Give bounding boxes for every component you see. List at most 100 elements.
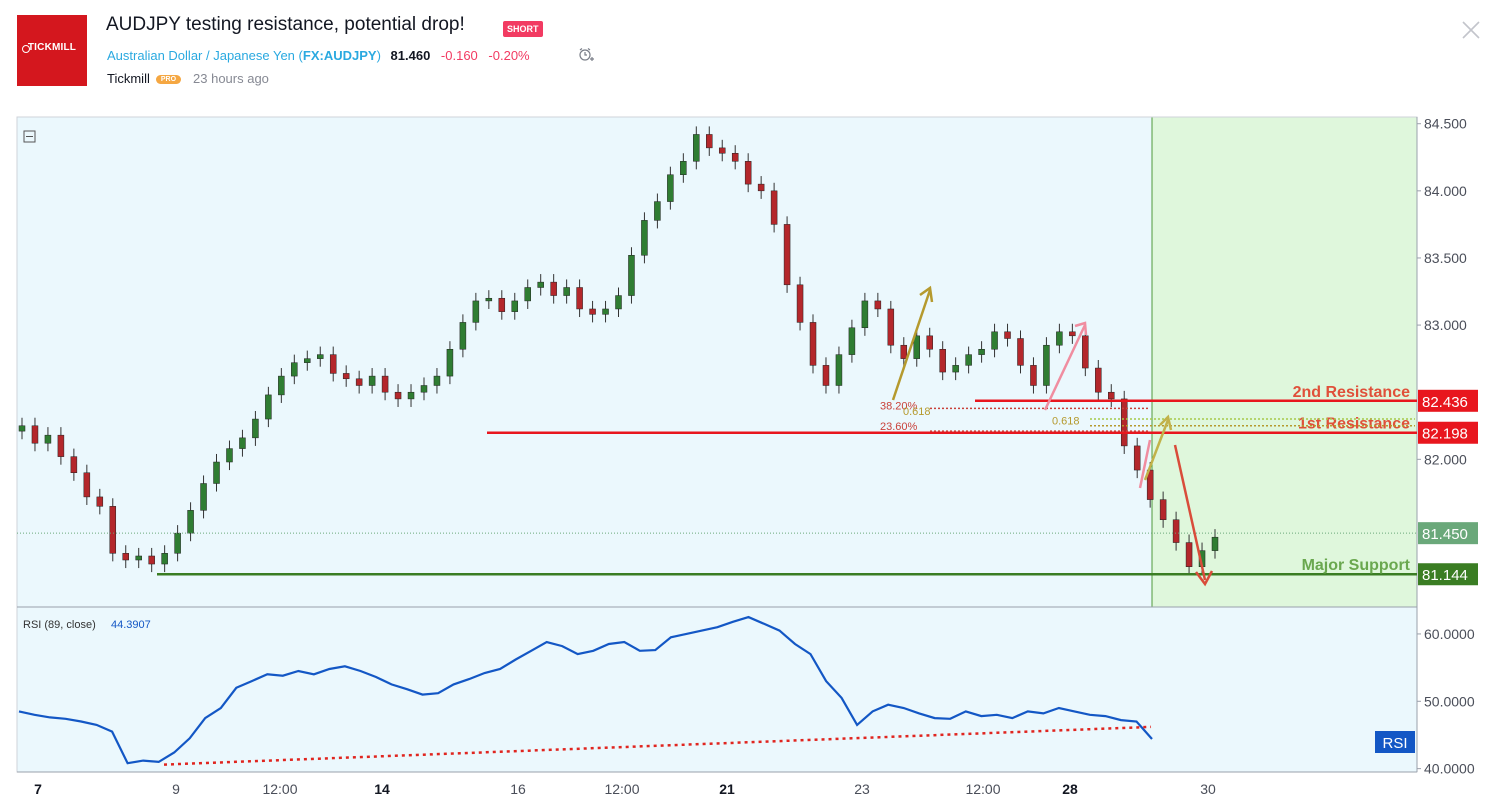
candle-body — [1069, 331, 1076, 337]
logo-text: TICKMILL — [27, 42, 77, 53]
candle-body — [1004, 331, 1011, 339]
candle-body — [1017, 338, 1024, 366]
candle-body — [381, 375, 389, 393]
arrow-gold-2-head — [1159, 414, 1173, 431]
candle-body — [667, 174, 674, 202]
arrow-red-down-head — [1195, 570, 1214, 587]
candle-body — [991, 331, 998, 350]
candle-body — [589, 308, 596, 315]
candle-body — [355, 378, 363, 386]
candle-body — [641, 220, 648, 256]
collapse-button[interactable] — [23, 130, 36, 143]
arrow-pink-1-head — [1074, 321, 1088, 336]
candle-body — [31, 425, 39, 444]
time-ago: 23 hours ago — [193, 71, 269, 86]
candle-body — [654, 201, 661, 221]
symbol-name-link[interactable]: Australian Dollar / Japanese Yen — [107, 48, 295, 63]
candle-body — [122, 553, 129, 561]
candle-body — [861, 300, 869, 329]
candle-body — [835, 354, 843, 386]
pro-badge: PRO — [155, 75, 182, 85]
axes-group: 84.500 84.000 83.500 83.000 82.000 60.0000 50.… — [34, 116, 1475, 797]
close-icon[interactable] — [1461, 20, 1481, 40]
candle-body — [317, 354, 324, 359]
candle-body — [680, 161, 687, 175]
y-tick-label: 82.000 — [1424, 451, 1467, 467]
candle-body — [848, 327, 856, 355]
symbol-close-paren: ) — [376, 48, 381, 63]
candle-body — [809, 322, 817, 366]
candle-body — [239, 437, 246, 449]
rsi-tick-label: 60.0000 — [1424, 626, 1475, 642]
candle-body — [1185, 542, 1193, 567]
candle-body — [96, 496, 104, 507]
candle-body — [874, 300, 882, 310]
fib-label: 23.60% — [880, 421, 918, 433]
candle-body — [939, 348, 946, 373]
candle-body — [278, 375, 285, 396]
candle-body — [1133, 445, 1141, 471]
rsi-title: RSI (89, close) — [23, 619, 96, 631]
candle-body — [887, 308, 895, 346]
candle-body — [1172, 519, 1180, 543]
arrow-pink-1 — [1043, 324, 1087, 411]
author-name[interactable]: Tickmill — [107, 71, 150, 86]
candle-body — [615, 295, 622, 310]
x-tick-label: 14 — [374, 781, 390, 797]
y-tick-label: 83.500 — [1424, 250, 1467, 266]
candle-body — [291, 362, 298, 377]
price-tags-group: 82.436 82.198 81.450 81.144 — [1418, 389, 1478, 586]
rsi-line — [18, 615, 1153, 765]
candle-body — [161, 553, 168, 565]
candle-body — [1159, 499, 1167, 520]
symbol-open-paren: ( — [298, 48, 303, 63]
candle-body — [200, 483, 207, 511]
level-name: Major Support — [1302, 557, 1411, 574]
candle-body — [1120, 398, 1128, 447]
candle-body — [329, 354, 337, 374]
candle-body — [44, 434, 52, 444]
rsi-value: 44.3907 — [111, 619, 151, 631]
symbol-code-link[interactable]: FX:AUDJPY — [302, 48, 377, 63]
candle-body — [18, 425, 26, 432]
candle-body — [213, 461, 220, 484]
candle-body — [1095, 367, 1102, 393]
rsi-group: RSI (89, close) 44.3907 RSI — [18, 615, 1415, 766]
candle-body — [628, 255, 635, 296]
add-alert-icon[interactable] — [578, 47, 594, 63]
candle-body — [174, 532, 181, 554]
arrow-gold-2 — [1143, 419, 1170, 481]
price-tag-box — [1418, 522, 1478, 545]
x-tick-label: 16 — [510, 781, 526, 797]
arrow-pink-2 — [1138, 439, 1152, 489]
drawing-arrows — [891, 285, 1214, 587]
candle-body — [757, 183, 765, 192]
x-tick-label: 12:00 — [262, 781, 297, 797]
candle-body — [1211, 536, 1219, 551]
candle-body — [446, 348, 454, 377]
candle-body — [485, 297, 493, 302]
candle-body — [394, 391, 402, 400]
candle-body — [148, 555, 155, 565]
y-tick-label: 83.000 — [1424, 317, 1467, 333]
candle-body — [822, 365, 830, 386]
candle-body — [304, 358, 311, 363]
logo-ring-icon — [22, 45, 30, 53]
candle-body — [420, 385, 428, 393]
arrow-red-down — [1173, 444, 1207, 581]
short-badge: SHORT — [503, 21, 543, 37]
tickmill-logo[interactable]: TICKMILL — [17, 15, 87, 86]
symbol-line: Australian Dollar / Japanese Yen (FX:AUD… — [107, 48, 530, 63]
symbol-change-percent: -0.20% — [488, 48, 530, 63]
candle-body — [57, 434, 65, 457]
projection-zone — [1152, 117, 1417, 607]
symbol-change: -0.160 — [440, 48, 478, 63]
candle-body — [693, 134, 700, 162]
fib-label: 0.618 — [1052, 415, 1080, 427]
candle-body — [1082, 335, 1089, 369]
idea-title: AUDJPY testing resistance, potential dro… — [106, 14, 465, 35]
candle-body — [563, 287, 570, 296]
candle-body — [511, 300, 519, 312]
